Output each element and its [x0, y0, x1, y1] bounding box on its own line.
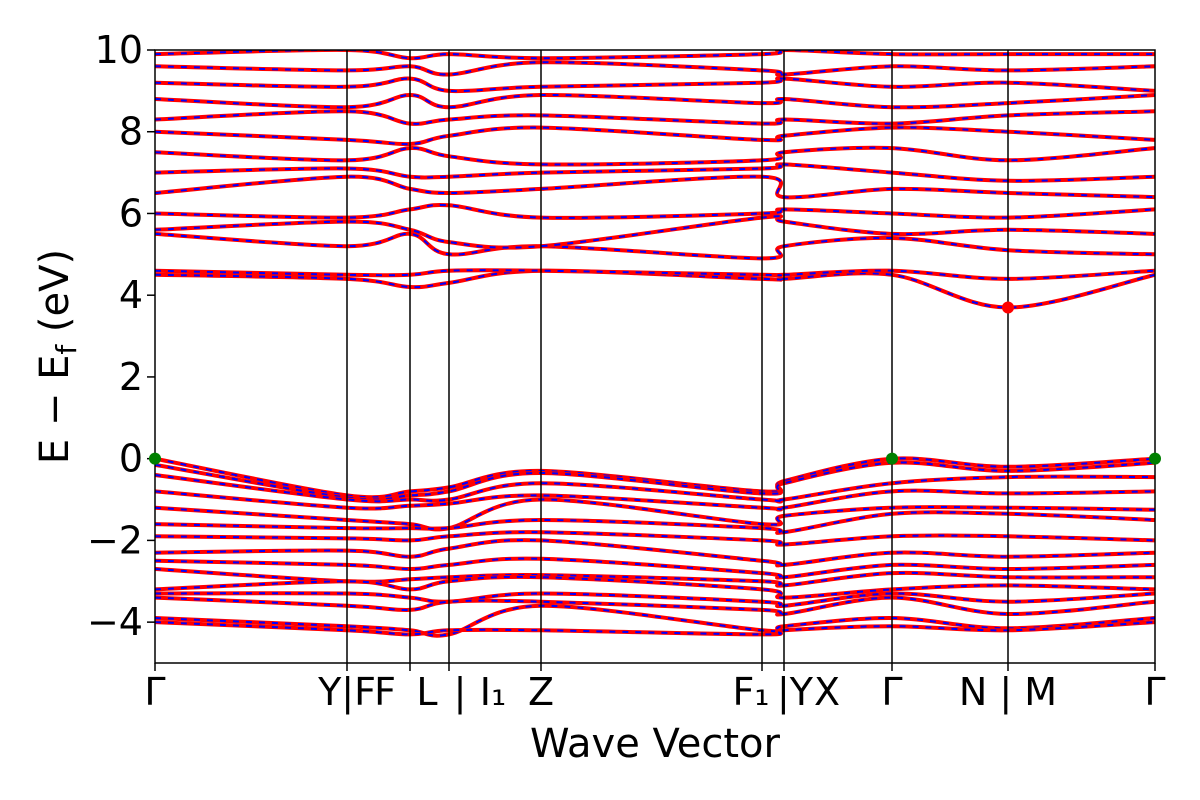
x-tick-label: Y|F — [317, 670, 376, 715]
band-line-spin-down — [155, 539, 1155, 567]
band-line-spin-down — [155, 232, 1155, 260]
band-line-spin-down — [155, 110, 1155, 125]
band-line-spin-down — [155, 163, 1155, 182]
band-line-spin-down — [155, 146, 1155, 166]
band-line-spin-down — [155, 511, 1155, 534]
band-line-spin-down — [155, 557, 1155, 579]
y-tick-label: −2 — [87, 518, 143, 562]
band-line-spin-down — [155, 215, 1155, 249]
cbm-marker — [1002, 301, 1014, 314]
x-tick-label: Γ — [881, 670, 902, 714]
band-line-spin-down — [155, 575, 1155, 599]
band-line-spin-up — [155, 538, 1155, 568]
band-line-spin-down — [155, 175, 1155, 199]
x-tick-label: Γ — [1144, 670, 1165, 714]
x-tick-label: |Y — [777, 670, 814, 715]
band-line-spin-down — [155, 269, 1155, 280]
band-line-spin-up — [155, 231, 1155, 261]
x-tick-label: L — [416, 670, 437, 714]
x-tick-label: F₁ — [732, 670, 769, 714]
x-tick-label: I₁ — [480, 670, 506, 714]
x-tick-label: Z — [528, 670, 554, 714]
y-tick-label: 4 — [119, 273, 143, 317]
y-axis: −4 −2 0 2 4 6 8 10 — [87, 28, 155, 644]
band-line-spin-down — [155, 203, 1155, 219]
y-tick-label: 8 — [119, 110, 143, 154]
y-axis-label: E − Ef (eV) — [32, 249, 83, 464]
band-line-spin-down — [155, 126, 1155, 146]
band-line-spin-down — [155, 474, 1155, 503]
band-line-spin-down — [155, 592, 1155, 608]
vbm-marker — [149, 452, 161, 465]
band-line-spin-up — [155, 268, 1155, 310]
x-axis-label: Wave Vector — [530, 721, 781, 767]
band-line-spin-down — [155, 269, 1155, 309]
x-tick-label: N | M — [959, 670, 1057, 715]
x-tick-label: Γ — [144, 670, 165, 714]
band-line-spin-down — [155, 531, 1155, 546]
band-line-spin-down — [155, 596, 1155, 616]
x-tick-label: X — [814, 670, 840, 714]
y-tick-label: 10 — [95, 28, 143, 72]
band-line-spin-up — [155, 76, 1155, 94]
band-line-spin-down — [155, 498, 1155, 531]
band-line-spin-down — [155, 93, 1155, 109]
vbm-marker — [1149, 452, 1161, 465]
band-line-spin-down — [155, 604, 1155, 637]
y-tick-label: 6 — [119, 191, 143, 235]
band-line-spin-up — [155, 530, 1155, 547]
band-line-spin-up — [155, 109, 1155, 126]
band-line-spin-down — [155, 489, 1155, 511]
band-line-spin-up — [155, 60, 1155, 77]
band-line-spin-up — [155, 92, 1155, 110]
band-line-spin-down — [155, 621, 1155, 636]
band-line-spin-down — [155, 50, 1155, 60]
plot-area — [155, 50, 1155, 663]
band-line-spin-down — [155, 77, 1155, 93]
y-tick-label: −4 — [87, 600, 143, 644]
vbm-marker — [886, 452, 898, 465]
band-line-spin-up — [155, 202, 1155, 220]
band-line-spin-down — [155, 61, 1155, 76]
y-tick-label: 2 — [119, 355, 143, 399]
band-line-spin-up — [155, 145, 1155, 167]
x-tick-label: F — [374, 670, 396, 714]
band-line-spin-up — [155, 125, 1155, 147]
y-tick-label: 0 — [119, 437, 143, 481]
x-tick-label: | — [454, 670, 467, 715]
plot-frame — [154, 49, 1156, 664]
